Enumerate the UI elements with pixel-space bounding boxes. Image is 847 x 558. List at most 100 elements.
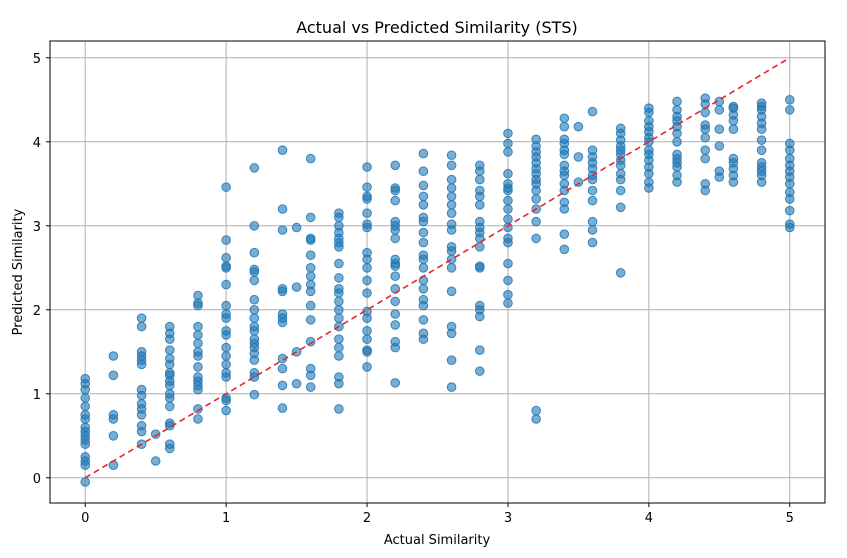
data-point [390, 195, 401, 206]
data-point [559, 244, 570, 255]
data-point [784, 105, 795, 115]
data-point [503, 258, 513, 269]
data-point [503, 179, 513, 189]
data-point [644, 103, 654, 113]
data-point [221, 252, 231, 263]
data-point [418, 263, 429, 273]
data-point [615, 168, 626, 179]
data-point [249, 163, 260, 173]
data-point [446, 321, 457, 332]
data-point [503, 168, 513, 179]
data-point [559, 134, 570, 145]
data-point [446, 200, 457, 210]
y-axis-label: Predicted Similarity [11, 208, 26, 335]
data-point [784, 205, 795, 216]
data-point [446, 191, 457, 202]
data-point [164, 401, 175, 412]
data-point [305, 271, 316, 282]
data-point [249, 368, 260, 378]
data-point [418, 200, 429, 210]
data-point [503, 214, 513, 224]
data-point [503, 298, 513, 308]
data-point [305, 233, 316, 244]
data-point [221, 342, 231, 353]
data-point [446, 382, 457, 392]
data-point [615, 268, 626, 278]
data-point [531, 414, 541, 424]
data-point [390, 378, 401, 388]
data-point [700, 179, 711, 189]
data-point [249, 334, 260, 345]
data-point [80, 401, 91, 412]
data-point [305, 263, 316, 273]
data-point [390, 216, 401, 227]
data-point [446, 183, 457, 193]
data-point [305, 153, 316, 164]
data-point [164, 345, 175, 355]
data-point [418, 212, 429, 223]
data-point [193, 338, 203, 349]
data-point [503, 128, 513, 139]
data-point [164, 353, 175, 364]
data-point [531, 216, 541, 227]
data-point [418, 237, 429, 248]
data-point [503, 275, 513, 286]
data-point [193, 290, 203, 301]
data-point [390, 271, 401, 282]
data-point [362, 362, 372, 372]
data-point [390, 320, 401, 330]
data-point [700, 153, 711, 164]
data-point [136, 420, 147, 431]
data-point [615, 123, 626, 134]
data-point [362, 288, 372, 298]
data-point [474, 242, 485, 252]
data-point [390, 336, 401, 347]
data-point [277, 145, 288, 155]
data-point [164, 389, 175, 399]
data-point [559, 179, 570, 189]
data-point [700, 107, 711, 118]
data-point [700, 120, 711, 130]
data-point [503, 204, 513, 214]
data-point [334, 258, 344, 269]
data-point [80, 393, 91, 403]
data-point [446, 174, 457, 185]
data-point [474, 366, 485, 376]
data-point [362, 182, 372, 192]
data-point [136, 347, 147, 357]
y-tick-label: 0 [33, 472, 41, 487]
x-tick-label: 1 [222, 511, 230, 526]
data-point [136, 384, 147, 395]
data-point [362, 191, 372, 202]
data-point [418, 250, 429, 260]
data-point [756, 98, 767, 108]
data-point [334, 296, 344, 307]
data-point [559, 113, 570, 124]
x-axis-label: Actual Similarity [384, 533, 491, 548]
data-point [446, 355, 457, 366]
data-point [446, 242, 457, 252]
data-point [672, 96, 682, 107]
data-point [249, 275, 260, 286]
data-point [559, 160, 570, 171]
chart-title: Actual vs Predicted Similarity (STS) [296, 18, 578, 37]
data-point [136, 399, 147, 409]
y-tick-label: 1 [33, 388, 41, 403]
data-point [587, 185, 598, 196]
data-point [474, 185, 485, 196]
data-point [334, 404, 344, 414]
data-point [334, 305, 344, 315]
data-point [587, 106, 598, 117]
data-point [305, 382, 316, 392]
x-tick-label: 3 [504, 511, 512, 526]
data-point [418, 180, 429, 191]
data-point [193, 347, 203, 357]
data-point [446, 263, 457, 273]
data-point [700, 145, 711, 155]
data-point [615, 185, 626, 196]
y-tick-label: 3 [33, 220, 41, 235]
data-point [672, 149, 682, 160]
data-point [418, 227, 429, 238]
data-point [362, 263, 372, 273]
data-point [249, 389, 260, 400]
